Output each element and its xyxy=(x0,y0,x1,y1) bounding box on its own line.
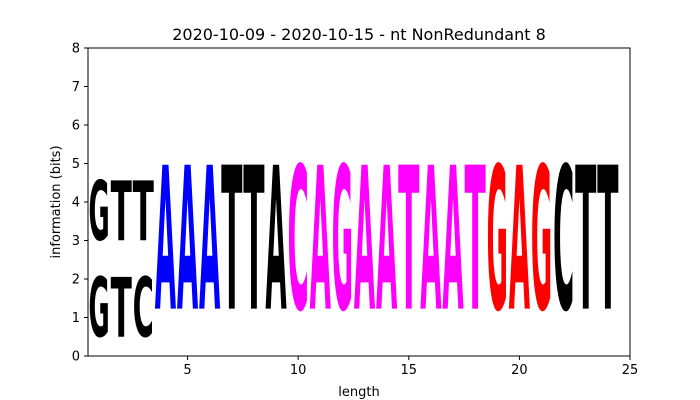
y-tick-label: 2 xyxy=(72,273,80,288)
logo-letter: A xyxy=(177,127,198,357)
x-axis-label: length xyxy=(338,385,379,400)
logo-letter: G xyxy=(487,126,508,356)
logo-letter: T xyxy=(221,127,242,356)
chart-title: 2020-10-09 - 2020-10-15 - nt NonRedundan… xyxy=(172,25,546,44)
x-tick-label: 15 xyxy=(401,363,418,378)
logo-letter: A xyxy=(420,127,441,357)
y-tick-label: 7 xyxy=(72,80,80,95)
logo-letter: C xyxy=(288,127,309,356)
y-tick-label: 4 xyxy=(72,196,80,211)
x-tick-label: 10 xyxy=(290,363,307,378)
logo-letter: G xyxy=(88,164,109,260)
logo-letter: T xyxy=(465,127,486,356)
logo-letter: G xyxy=(88,261,109,357)
x-tick-label: 20 xyxy=(511,363,528,378)
logo-letter: T xyxy=(575,127,596,356)
logo-letter: T xyxy=(398,127,419,356)
logo-letter: G xyxy=(332,126,353,356)
y-axis-ticks: 0 1 2 3 4 5 6 7 8 xyxy=(72,42,88,365)
logo-letter: T xyxy=(111,163,133,260)
x-axis-ticks: 5 10 15 20 25 xyxy=(183,356,638,378)
logo-letter: A xyxy=(376,127,397,357)
x-tick-label: 25 xyxy=(622,363,639,378)
y-tick-label: 1 xyxy=(72,311,80,326)
y-tick-label: 8 xyxy=(72,42,80,57)
y-tick-label: 0 xyxy=(72,350,80,365)
y-tick-label: 5 xyxy=(72,157,80,172)
logo-letter: A xyxy=(155,127,176,357)
y-tick-label: 3 xyxy=(72,234,80,249)
logo-letter: G xyxy=(531,126,552,356)
logo-letter: A xyxy=(310,127,331,357)
logo-letter: T xyxy=(133,163,155,260)
logo-letter: C xyxy=(133,260,154,356)
logo-letter: A xyxy=(199,127,220,357)
logo-letter: A xyxy=(442,127,463,357)
x-tick-label: 5 xyxy=(183,363,191,378)
logo-letter: T xyxy=(243,127,264,356)
logo-letter: C xyxy=(553,127,574,356)
logo-letter: A xyxy=(265,127,286,357)
logo-letter: T xyxy=(111,260,133,357)
logo-letter: T xyxy=(597,127,618,356)
logo-letter: A xyxy=(509,127,530,357)
y-tick-label: 6 xyxy=(72,119,80,134)
logo-letter: A xyxy=(354,127,375,357)
y-axis-label: information (bits) xyxy=(49,145,64,258)
